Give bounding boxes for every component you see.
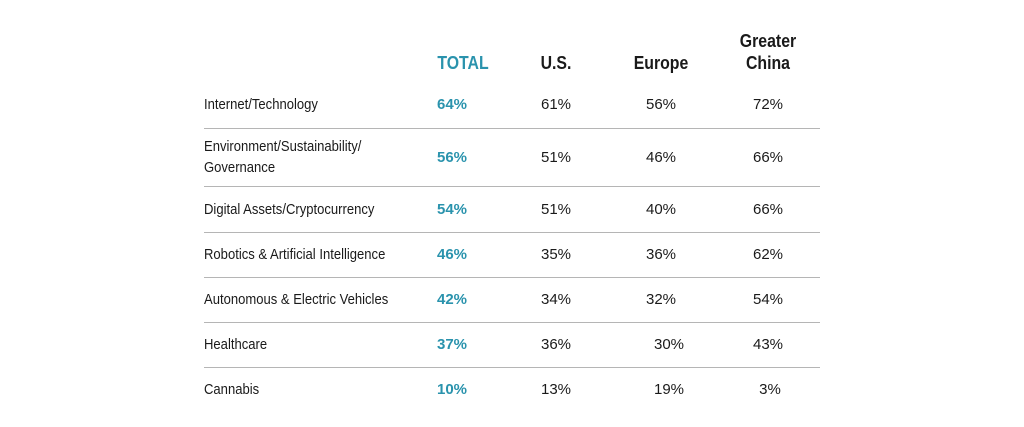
table-cell: 37% [436, 336, 468, 353]
row-divider [204, 277, 820, 278]
row-divider [204, 128, 820, 129]
row-category: Digital Assets/Cryptocurrency [204, 201, 375, 218]
column-header-4: Greater China [739, 31, 797, 73]
table-cell: 51% [540, 201, 572, 218]
row-category: Internet/Technology [204, 96, 318, 113]
table-cell: 19% [653, 381, 685, 398]
table-cell: 43% [752, 336, 784, 353]
row-divider [204, 232, 820, 233]
row-category: Environment/Sustainability/ Governance [204, 139, 362, 176]
table-cell: 54% [436, 201, 468, 218]
column-header-2: U.S. [540, 53, 572, 73]
table-cell: 51% [540, 149, 572, 166]
table-cell: 62% [752, 246, 784, 263]
table-cell: 72% [752, 96, 784, 113]
table-cell: 30% [653, 336, 685, 353]
table-cell: 54% [752, 291, 784, 308]
row-divider [204, 322, 820, 323]
column-header-3: Europe [633, 53, 689, 73]
table-cell: 13% [540, 381, 572, 398]
table-cell: 56% [436, 149, 468, 166]
table-cell: 32% [645, 291, 677, 308]
row-divider [204, 367, 820, 368]
table-cell: 46% [645, 149, 677, 166]
table-cell: 42% [436, 291, 468, 308]
table-cell: 35% [540, 246, 572, 263]
table-cell: 66% [752, 201, 784, 218]
row-category: Cannabis [204, 381, 260, 398]
table-cell: 36% [540, 336, 572, 353]
table-cell: 10% [436, 381, 468, 398]
row-category: Robotics & Artificial Intelligence [204, 246, 386, 263]
table-cell: 46% [436, 246, 468, 263]
row-divider [204, 186, 820, 187]
table-cell: 56% [645, 96, 677, 113]
table-cell: 61% [540, 96, 572, 113]
table-cell: 40% [645, 201, 677, 218]
table-cell: 3% [759, 381, 781, 398]
table-cell: 64% [436, 96, 468, 113]
table-cell: 66% [752, 149, 784, 166]
row-category: Healthcare [204, 336, 268, 353]
column-header-1: TOTAL [437, 53, 489, 73]
table-cell: 36% [645, 246, 677, 263]
table-cell: 34% [540, 291, 572, 308]
row-category: Autonomous & Electric Vehicles [204, 291, 389, 308]
